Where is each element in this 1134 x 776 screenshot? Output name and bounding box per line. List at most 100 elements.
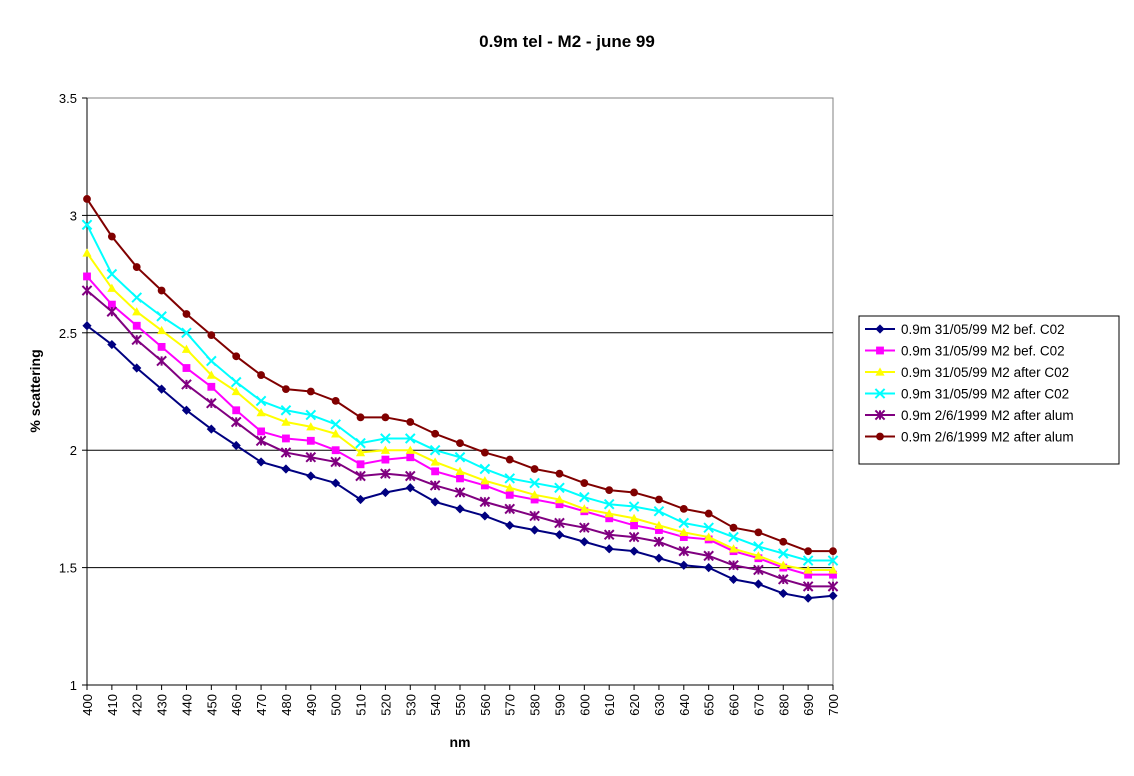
data-point <box>703 522 714 533</box>
data-point <box>429 444 441 456</box>
data-point <box>157 325 167 335</box>
series-4 <box>81 219 839 566</box>
data-point <box>380 487 390 498</box>
data-point <box>305 451 317 463</box>
data-point <box>579 491 590 503</box>
data-point <box>107 283 117 292</box>
x-tick-label: 450 <box>204 694 219 716</box>
legend-label: 0.9m 2/6/1999 M2 after alum <box>901 408 1074 423</box>
data-point <box>629 546 639 556</box>
data-point <box>704 509 713 518</box>
data-point <box>827 581 839 592</box>
x-tick-label: 640 <box>677 694 692 716</box>
data-point <box>603 529 615 541</box>
data-point <box>157 286 166 295</box>
data-point <box>504 503 516 515</box>
data-point <box>282 385 290 394</box>
data-point <box>455 466 465 476</box>
data-point <box>630 488 638 497</box>
data-point <box>380 433 391 444</box>
data-point <box>257 427 265 436</box>
data-point <box>206 424 216 434</box>
x-tick-label: 480 <box>279 694 294 716</box>
data-point <box>380 445 390 454</box>
x-tick-label: 430 <box>155 694 170 716</box>
data-point <box>777 574 789 585</box>
data-point <box>306 436 315 445</box>
data-point <box>654 520 664 530</box>
data-point <box>330 419 341 430</box>
data-point <box>331 429 341 438</box>
data-point <box>555 500 564 509</box>
legend-item: 0.9m 31/05/99 M2 after C02 <box>865 365 1069 380</box>
data-point <box>430 497 440 507</box>
data-point <box>81 285 93 296</box>
data-point <box>530 465 539 473</box>
y-tick-label: 1.5 <box>59 561 77 576</box>
legend-swatch-marker <box>876 432 884 441</box>
y-tick-label: 3 <box>70 208 77 223</box>
data-point <box>604 508 614 518</box>
data-point <box>778 560 788 569</box>
data-point <box>107 232 116 241</box>
data-point <box>529 477 540 489</box>
data-point <box>654 553 664 563</box>
legend-label: 0.9m 31/05/99 M2 bef. C02 <box>901 322 1065 337</box>
x-tick-label: 470 <box>254 694 269 716</box>
data-point <box>630 521 638 530</box>
x-tick-label: 650 <box>702 694 717 716</box>
x-tick-label: 570 <box>503 694 518 716</box>
x-tick-label: 670 <box>751 694 766 716</box>
data-point <box>157 384 167 394</box>
data-point <box>603 498 615 510</box>
data-point <box>107 300 116 309</box>
plot-area <box>86 97 834 686</box>
data-point <box>256 408 266 417</box>
data-point <box>529 510 540 522</box>
data-point <box>728 544 739 553</box>
legend-swatch-marker <box>875 367 885 376</box>
data-point <box>530 525 540 535</box>
data-point <box>629 513 639 522</box>
data-point <box>579 522 590 533</box>
x-tick-label: 500 <box>329 694 344 716</box>
data-point <box>729 523 738 532</box>
data-point <box>628 531 640 543</box>
data-point <box>753 579 763 589</box>
data-point <box>728 531 739 543</box>
data-point <box>778 588 788 599</box>
data-point <box>181 405 192 415</box>
data-point <box>181 344 192 353</box>
data-point <box>554 530 565 540</box>
data-point <box>106 306 118 317</box>
legend: 0.9m 31/05/99 M2 bef. C02 0.9m 31/05/99 M… <box>858 315 1120 465</box>
data-point <box>678 545 690 557</box>
x-tick-label: 700 <box>826 694 841 716</box>
x-tick-label: 590 <box>552 694 567 716</box>
y-tick-label: 1 <box>70 678 77 693</box>
data-point <box>653 505 665 517</box>
data-point <box>82 321 92 331</box>
legend-item: 0.9m 31/05/99 M2 bef. C02 <box>865 344 1065 359</box>
data-point <box>256 457 266 467</box>
legend-label: 0.9m 31/05/99 M2 after C02 <box>901 365 1069 380</box>
legend-swatch-marker <box>875 324 885 334</box>
data-point <box>207 382 216 391</box>
data-point <box>356 460 365 469</box>
data-point <box>802 581 814 592</box>
x-tick-label: 690 <box>801 694 816 716</box>
data-point <box>605 486 614 495</box>
x-tick-label: 660 <box>727 694 742 716</box>
data-point <box>604 544 614 554</box>
data-point <box>381 413 390 422</box>
y-axis: 1 1.5 2 2.5 3 3.5 <box>59 91 88 693</box>
data-point <box>753 541 764 552</box>
data-point <box>355 494 366 505</box>
data-point <box>405 445 415 454</box>
data-point <box>131 334 143 346</box>
data-point <box>555 469 564 478</box>
data-point <box>405 483 415 493</box>
y-axis-label: % scattering <box>27 349 43 432</box>
x-tick-label: 460 <box>229 694 244 716</box>
data-point <box>132 307 142 316</box>
